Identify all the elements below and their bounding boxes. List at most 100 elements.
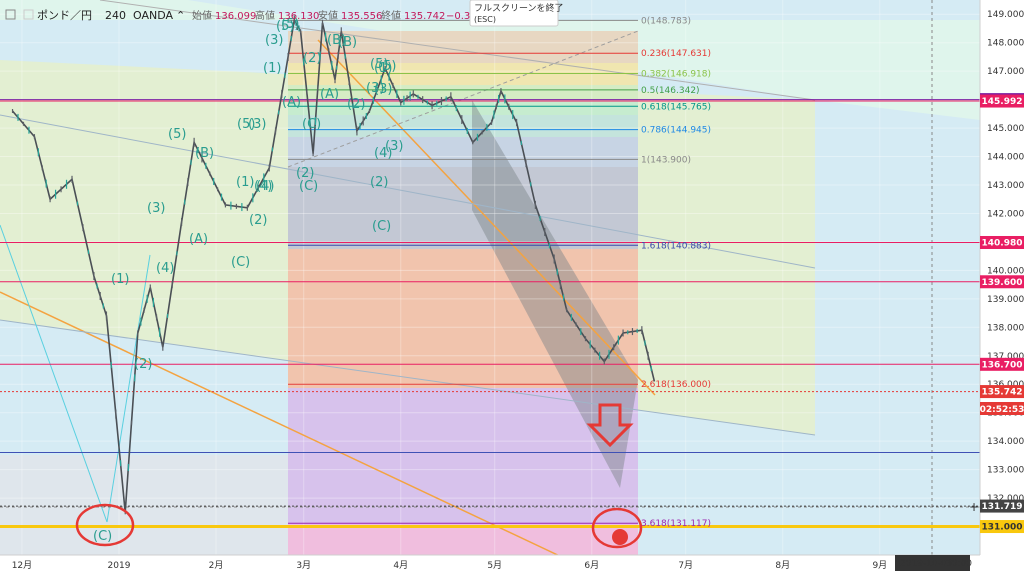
broker-label: OANDA <box>133 9 173 22</box>
timeframe-label[interactable]: 240 <box>105 9 126 22</box>
fullscreen-tooltip[interactable]: フルスクリーンを終了 (ESC) <box>469 0 564 27</box>
wave-label: (A) <box>189 232 208 247</box>
price-series <box>11 15 656 515</box>
x-tick-label: 3月 <box>296 560 311 571</box>
y-tick-label: 147.000 <box>987 67 1024 77</box>
price-tag-label: 131.719 <box>982 502 1023 512</box>
y-tick-label: 139.000 <box>987 295 1024 305</box>
wave-label: (3) <box>385 139 403 154</box>
low-value: 135.556 <box>341 11 382 22</box>
fib-zone-1 <box>288 63 638 85</box>
price-tag-label: 136.700 <box>982 360 1023 370</box>
circle-marker-target <box>591 507 643 549</box>
channel-upper-fill <box>0 0 980 120</box>
wave-label: (3) <box>265 33 283 48</box>
cyan-line-a <box>0 224 108 523</box>
fib-zone-6 <box>288 167 638 249</box>
wave-label: (1) <box>111 272 129 287</box>
x-tick-label: 8月 <box>775 560 790 571</box>
price-tag-label: 145.992 <box>982 97 1023 107</box>
open-value: 136.099 <box>215 11 256 22</box>
crosshair-time-label: 10:00 <box>946 559 972 569</box>
wave-label: (2) <box>296 166 314 181</box>
circle-marker-low <box>75 503 135 547</box>
price-tag-box <box>980 520 1024 534</box>
fib-level-label: 3.618(131.117) <box>641 519 711 529</box>
fib-level-label: 0.5(146.342) <box>641 86 700 96</box>
x-tick-label: 4月 <box>393 560 408 571</box>
expand-icon[interactable] <box>5 9 16 20</box>
x-tick-label: 2019 <box>108 561 131 571</box>
wave-label: (2) <box>303 51 321 66</box>
channel-lower-line <box>0 319 816 436</box>
wave-label: (4) <box>256 179 274 194</box>
price-tags: 146.000145.992140.980139.600136.700135.7… <box>980 93 1024 534</box>
wave-label: (5) <box>370 57 388 72</box>
tooltip-text: フルスクリーンを終了 <box>474 2 564 14</box>
wave-labels: (3)(5)(B)(1) (5)(3)(1)(2)(1)(3)(4)(5)(A)(… <box>93 17 403 544</box>
fib-zone-5 <box>288 137 638 167</box>
wave-label: (C) <box>372 219 391 234</box>
price-tag-box <box>980 385 1024 399</box>
x-tick-label: 6月 <box>584 560 599 571</box>
symbol-label[interactable]: ポンド／円 <box>37 9 92 22</box>
alert-bubble-icon[interactable] <box>612 529 628 545</box>
y-tick-label: 132.000 <box>987 494 1024 504</box>
chevron-down-icon[interactable]: ⌃ <box>176 9 185 22</box>
y-tick-label: 144.000 <box>987 153 1024 163</box>
fib-zone-3 <box>288 100 638 115</box>
y-tick-label: 143.000 <box>987 181 1024 191</box>
descending-channel <box>472 100 638 488</box>
wave-label: (5) <box>281 17 299 32</box>
wave-label: (C) <box>299 179 318 194</box>
fib-level-label: 0.236(147.631) <box>641 49 711 59</box>
x-tick-label: 2月 <box>209 560 224 571</box>
y-tick-label: 138.000 <box>987 323 1024 333</box>
wave-label: (2) <box>249 213 267 228</box>
wave-label: (4) <box>374 146 392 161</box>
wave-label: (C) <box>93 529 112 544</box>
x-tick-label: 9月 <box>872 560 887 571</box>
wave-label: (1) <box>236 175 254 190</box>
wave-label: (4) <box>156 261 174 276</box>
wave-label: (2) <box>370 175 388 190</box>
price-tag-label: 139.600 <box>982 278 1023 288</box>
fib-zone-7 <box>288 249 638 388</box>
wave-label: (3) <box>248 117 266 132</box>
crosshair-date-tag <box>895 555 970 571</box>
high-label: 高値 <box>255 9 275 22</box>
x-tick-label: 5月 <box>487 560 502 571</box>
cyan-line-b <box>106 254 151 523</box>
price-tag-label: 135.742 <box>982 388 1023 398</box>
price-tag-box <box>980 275 1024 289</box>
price-tag-box <box>980 499 1024 513</box>
wave-label: (2) <box>134 357 152 372</box>
y-tick-label: 145.000 <box>987 124 1024 134</box>
wave-label: (5) <box>168 127 186 142</box>
wave-label: (3) <box>147 201 165 216</box>
y-tick-label: 137.000 <box>987 352 1024 362</box>
wave-label: (3) <box>374 82 392 97</box>
y-tick-label: 142.000 <box>987 209 1024 219</box>
close-label: 終値 <box>381 9 401 22</box>
channel-upper-line <box>99 0 816 101</box>
legend-header: ポンド／円 240 OANDA ⌃ 始値 136.099 高値 136.130 … <box>5 9 534 22</box>
crosshair-date-label: 2019-10-03 <box>900 559 952 569</box>
wave-label: (C) <box>302 117 321 132</box>
time-axis[interactable] <box>0 555 1024 575</box>
wave-label: (4) <box>254 179 272 194</box>
y-tick-label: 148.000 <box>987 39 1024 49</box>
fib-level-label: 0.382(146.918) <box>641 69 711 79</box>
y-tick-label: 134.000 <box>987 437 1024 447</box>
wave-label: (3) <box>366 81 384 96</box>
price-tag-box <box>980 357 1024 371</box>
countdown-tag <box>980 402 1024 415</box>
fib-level-label: 2.618(136.000) <box>641 380 711 390</box>
fib-level-label: 0.618(145.765) <box>641 102 711 112</box>
crosshair-plus-icon[interactable]: + <box>969 500 979 514</box>
wave-label: (5) <box>378 59 396 74</box>
price-tag-box <box>980 94 1024 108</box>
symbol-icon <box>23 9 34 20</box>
